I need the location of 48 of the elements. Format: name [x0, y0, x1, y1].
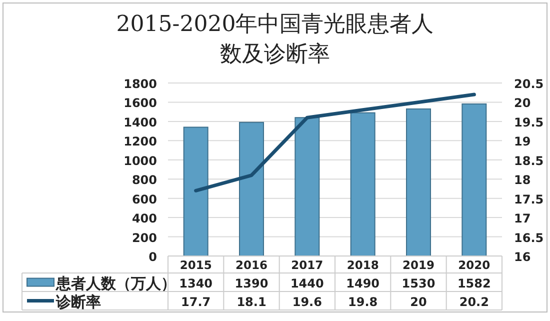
y2-tick-label: 17.5 — [514, 192, 544, 206]
y2-tick-label: 20.5 — [514, 77, 544, 91]
data-label: 1530 — [402, 276, 436, 290]
data-label: 1340 — [179, 276, 213, 290]
y-tick-label: 800 — [132, 173, 157, 188]
y-tick-label: 1600 — [124, 96, 157, 110]
y-tick-label: 600 — [132, 192, 157, 206]
data-label: 18.1 — [236, 294, 266, 309]
data-label: 20.2 — [459, 294, 489, 309]
y-tick-label: 0 — [148, 250, 157, 264]
data-label: 1490 — [346, 276, 380, 290]
x-tick-label: 2017 — [291, 258, 324, 272]
data-label: 20 — [410, 294, 427, 309]
y2-tick-label: 18 — [514, 173, 531, 188]
data-label: 19.6 — [292, 294, 322, 309]
y-tick-label: 1000 — [124, 154, 157, 168]
bar — [462, 103, 487, 256]
y2-tick-label: 16 — [514, 250, 531, 264]
y2-tick-label: 19 — [514, 134, 531, 149]
y-tick-label: 1800 — [124, 77, 157, 91]
data-label: 17.7 — [181, 294, 211, 309]
chart-title: 2015-2020年中国青光眼患者人数及诊断率 — [115, 11, 435, 69]
bar — [294, 117, 320, 256]
bar — [239, 122, 264, 256]
x-tick-label: 2019 — [402, 258, 435, 272]
y2-tick-label: 18.5 — [514, 154, 544, 168]
bar — [406, 108, 431, 256]
legend-label: 诊断率 — [55, 292, 101, 311]
x-tick-label: 2015 — [180, 258, 212, 272]
y2-tick-label: 19.5 — [514, 115, 544, 130]
y-tick-label: 1400 — [124, 115, 157, 130]
x-tick-label: 2016 — [235, 258, 268, 272]
line-series — [194, 92, 476, 192]
y-tick-label: 1200 — [124, 134, 157, 149]
bar — [183, 126, 208, 256]
data-label: 1440 — [290, 276, 324, 290]
data-label: 19.8 — [348, 294, 378, 309]
y-tick-label: 200 — [132, 230, 157, 245]
y2-tick-label: 16.5 — [514, 230, 544, 245]
bar — [350, 112, 376, 256]
x-tick-label: 2018 — [346, 258, 379, 272]
y-tick-label: 400 — [132, 212, 157, 226]
legend-label: 患者人数（万人） — [55, 274, 176, 292]
data-label: 1582 — [457, 276, 491, 290]
y2-tick-label: 20 — [514, 96, 531, 110]
x-tick-label: 2020 — [458, 258, 490, 272]
data-label: 1390 — [234, 276, 268, 290]
y2-tick-label: 17 — [514, 212, 531, 226]
